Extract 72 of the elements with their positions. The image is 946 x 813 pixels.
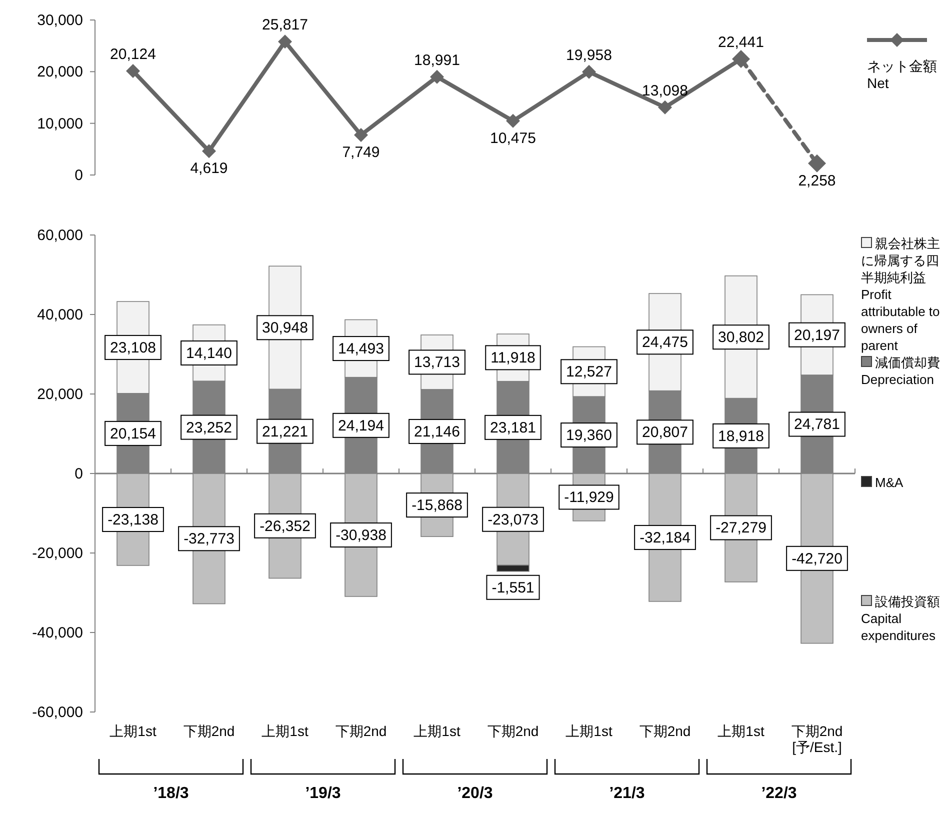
text: ’18/3 [153,785,189,802]
y-tick-label: 0 [74,167,83,184]
legend-label: 設備投資額 Capital expenditures [861,594,940,643]
data-label: 19,958 [566,46,612,64]
data-label: 11,918 [490,350,536,367]
text: ’20/3 [457,785,493,802]
data-label: -15,868 [412,497,462,514]
y-tick-label: 20,000 [37,64,83,81]
y-tick-label: 40,000 [37,306,83,324]
x-tick-label: 上期1st [262,723,308,739]
data-label: 10,475 [490,130,536,147]
y-tick-label: -40,000 [32,624,83,642]
x-tick-label: 上期1st [566,723,612,739]
data-label: 19,360 [566,427,612,444]
x-tick-label: 上期1st [718,723,764,739]
data-label: 13,713 [414,354,460,372]
data-label: 20,124 [110,46,156,64]
data-label: -32,184 [640,529,690,546]
y-tick-label: 20,000 [37,386,83,403]
text: 親会社株主に帰属する四半期純利益 Profit attributable to owners of parent [861,236,940,353]
data-label: -23,073 [488,511,538,528]
x-tick-label: 上期1st [414,723,460,739]
data-label: 25,817 [262,16,308,34]
data-label: 23,252 [186,419,232,436]
data-label: 20,197 [794,326,840,344]
data-label: 2,258 [798,172,836,190]
text: ’21/3 [609,785,645,802]
data-label: 21,146 [414,423,460,440]
data-label: -11,929 [564,489,614,506]
data-label: -26,352 [260,518,310,535]
data-label: 20,154 [110,425,156,442]
data-label: 18,991 [414,52,460,69]
data-label: 24,781 [794,416,840,434]
x-tick-label: 下期2nd [639,723,691,739]
text: ’22/3 [761,785,797,802]
data-label: 20,807 [642,424,688,442]
y-tick-label: 10,000 [37,115,83,132]
legend-label: 減価償却費 Depreciation [861,355,940,388]
data-label: 22,441 [718,34,764,52]
data-label: -23,138 [108,511,158,528]
data-label: -27,279 [716,520,766,537]
x-tick-label: 下期2nd [335,723,387,739]
x-tick-label: 下期2nd [487,723,539,739]
data-label: 18,918 [718,428,764,445]
y-tick-label: 60,000 [37,227,83,244]
data-label: -30,938 [336,526,386,544]
data-label: 30,948 [262,320,308,337]
data-label: -32,773 [184,530,234,548]
x-tick-label: 下期2nd [予/Est.] [791,723,843,756]
x-tick-label: 上期1st [110,723,156,739]
x-tick-label: 下期2nd [183,723,235,739]
data-label: 23,181 [490,419,536,436]
y-tick-label: -20,000 [32,545,83,562]
data-label: 13,098 [642,82,688,100]
y-tick-label: -60,000 [32,704,83,721]
legend-label: ネット金額 Net [867,58,938,92]
text: ’19/3 [305,785,341,802]
data-label: 23,108 [110,339,156,356]
data-label: 4,619 [190,160,228,178]
data-label: 12,527 [566,364,612,381]
y-tick-label: 30,000 [37,12,83,29]
data-label: 24,475 [642,334,688,352]
legend-label: M&A [875,474,904,490]
data-label: 30,802 [718,329,764,346]
data-label: -42,720 [792,550,842,568]
data-label: 21,221 [262,423,308,440]
data-label: 14,140 [186,344,232,362]
data-label: -1,551 [492,579,534,596]
data-label: 24,194 [338,417,384,434]
data-label: 14,493 [338,340,384,358]
data-label: 7,749 [342,144,380,161]
y-tick-label: 0 [74,466,83,482]
